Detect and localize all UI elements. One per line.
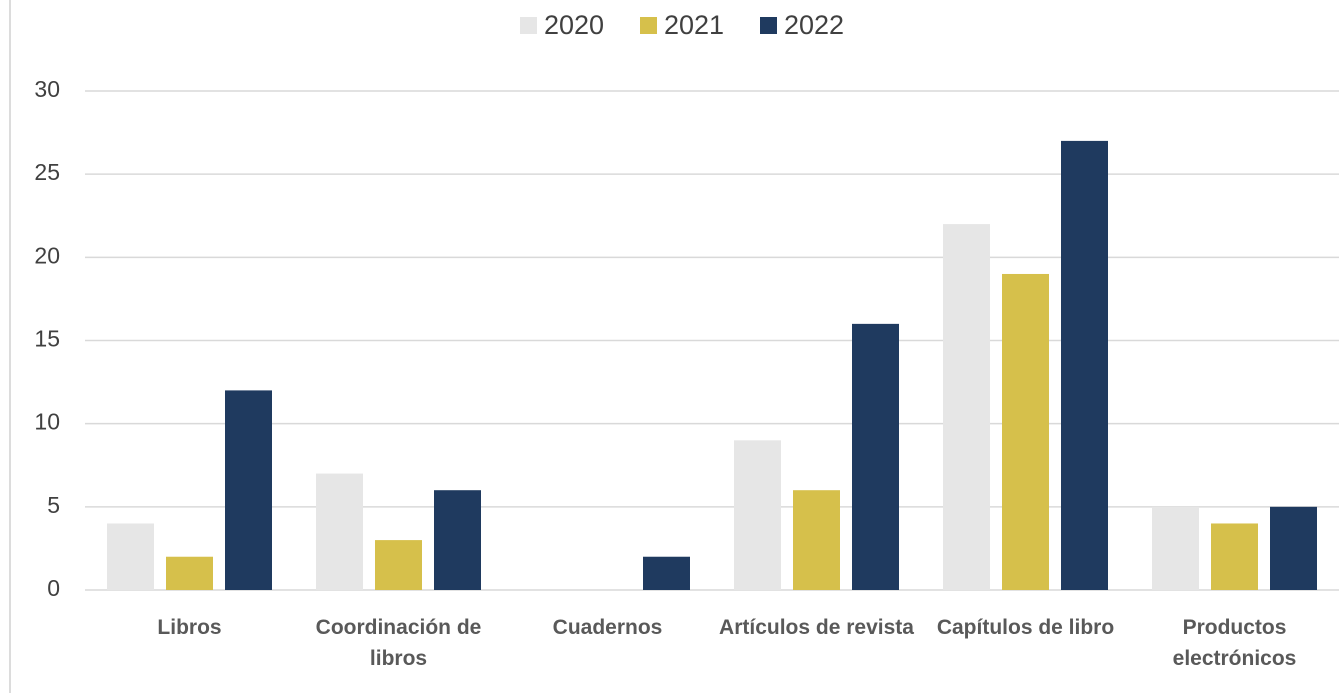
bar [107, 523, 154, 590]
bar [1152, 506, 1199, 590]
y-tick-label: 5 [47, 492, 60, 518]
x-tick-label: Libros [157, 616, 222, 639]
x-tick-label: Productos electrónicos [1172, 616, 1297, 670]
bar [643, 556, 690, 590]
y-tick-label: 20 [34, 242, 60, 268]
bar [166, 556, 213, 590]
bar [734, 440, 781, 590]
legend-swatch [520, 17, 537, 34]
bar [375, 540, 422, 590]
bar [1211, 523, 1258, 590]
y-tick-label: 10 [34, 409, 60, 435]
bar [225, 390, 272, 590]
y-tick-label: 15 [34, 326, 60, 352]
bar [943, 224, 990, 591]
bar [1002, 273, 1049, 590]
legend-label: 2020 [544, 10, 604, 40]
legend-swatch [640, 17, 657, 34]
bar [793, 490, 840, 590]
x-tick-label: Capítulos de libro [936, 616, 1115, 639]
y-tick-label: 30 [34, 76, 60, 102]
x-tick-label: Coordinación de libros [315, 616, 482, 670]
bar [434, 490, 481, 590]
y-tick-label: 25 [34, 159, 60, 185]
legend-label: 2022 [784, 10, 844, 40]
legend-swatch [760, 17, 777, 34]
bar [1270, 506, 1317, 590]
legend-label: 2021 [664, 10, 724, 40]
bar [852, 323, 899, 590]
bar [1061, 140, 1108, 590]
x-tick-label: Artículos de revista [719, 616, 914, 639]
y-tick-label: 0 [47, 575, 60, 601]
x-tick-label: Cuadernos [552, 616, 663, 639]
bar [316, 473, 363, 590]
